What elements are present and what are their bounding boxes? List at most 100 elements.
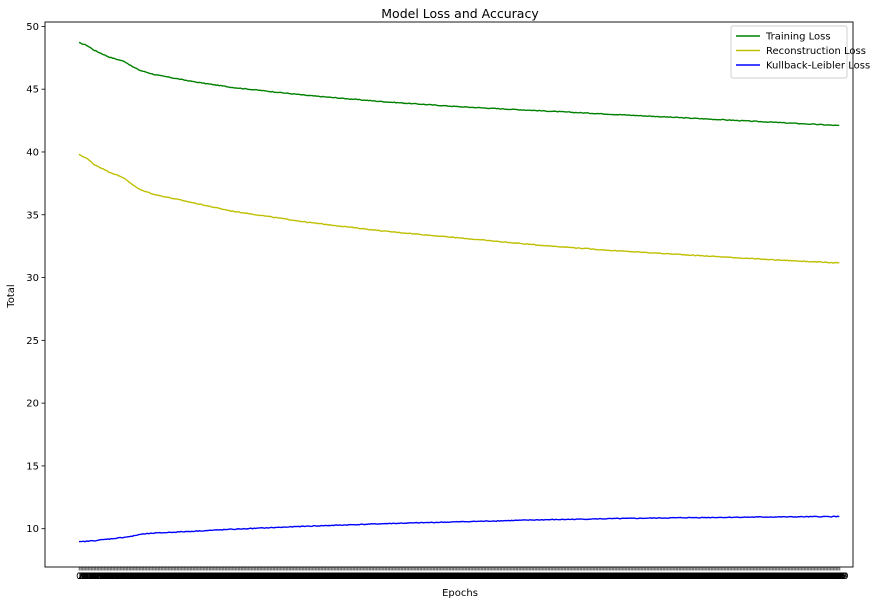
x-tick-label: 466	[425, 572, 442, 582]
x-tick-label: 932	[780, 572, 797, 582]
x-tick-label: 217	[236, 572, 253, 582]
x-tick-label: 873	[735, 572, 752, 582]
x-tick-label: 417	[388, 572, 405, 582]
x-tick-label: 377	[358, 572, 375, 582]
x-tick-label: 28	[95, 572, 107, 582]
x-tick-label: 715	[615, 572, 632, 582]
x-tick-label: 771	[658, 572, 675, 582]
x-tick-label: 577	[510, 572, 527, 582]
x-tick-label: 588	[518, 572, 535, 582]
x-tick-label: 454	[416, 572, 433, 582]
x-tick-label: 175	[204, 572, 221, 582]
x-tick-label: 918	[770, 572, 787, 582]
x-tick-label: 603	[530, 572, 547, 582]
x-tick-label: 5	[80, 572, 86, 582]
x-tick-label: 840	[710, 572, 727, 582]
x-tick-label: 814	[690, 572, 707, 582]
x-tick-label: 366	[349, 572, 366, 582]
x-tick-label: 298	[297, 572, 314, 582]
x-tick-label: 979	[816, 572, 833, 582]
x-tick-label: 93	[144, 572, 155, 582]
x-tick-label: 899	[755, 572, 772, 582]
x-tick-label: 128	[168, 572, 185, 582]
x-tick-label: 487	[441, 572, 458, 582]
x-tick-label: 867	[731, 572, 748, 582]
x-tick-label: 504	[454, 572, 471, 582]
x-tick-label: 839	[710, 572, 727, 582]
y-tick-label: 30	[26, 273, 39, 284]
x-tick-label: 59	[118, 572, 130, 582]
x-tick-label: 916	[768, 572, 785, 582]
x-tick-label: 84	[137, 572, 149, 582]
x-tick-label: 690	[596, 572, 613, 582]
x-tick-label: 934	[782, 572, 799, 582]
x-tick-label: 260	[268, 572, 285, 582]
x-tick-label: 860	[726, 572, 743, 582]
x-tick-label: 736	[631, 572, 648, 582]
x-tick-label: 746	[639, 572, 656, 582]
x-tick-label: 726	[623, 572, 640, 582]
x-tick-label: 91	[143, 572, 154, 582]
x-tick-label: 989	[824, 572, 841, 582]
x-tick-label: 414	[386, 572, 403, 582]
x-tick-label: 43	[106, 572, 117, 582]
x-tick-label: 235	[249, 572, 266, 582]
x-tick-label: 314	[310, 572, 327, 582]
x-tick-label: 178	[206, 572, 223, 582]
x-tick-label: 202	[224, 572, 241, 582]
x-tick-label: 835	[706, 572, 723, 582]
x-tick-label: 104	[150, 572, 167, 582]
x-tick-label: 303	[301, 572, 318, 582]
x-tick-label: 682	[590, 572, 607, 582]
x-tick-label: 669	[580, 572, 597, 582]
x-tick-label: 341	[330, 572, 347, 582]
x-tick-label: 824	[698, 572, 715, 582]
x-tick-label: 400	[375, 572, 392, 582]
x-tick-label: 94	[145, 572, 157, 582]
x-tick-label: 765	[653, 572, 670, 582]
plot-area	[45, 22, 853, 567]
x-tick-label: 401	[376, 572, 393, 582]
x-tick-label: 279	[283, 572, 300, 582]
x-tick-label: 208	[229, 572, 246, 582]
x-tick-label: 961	[802, 572, 819, 582]
x-tick-label: 852	[719, 572, 736, 582]
x-tick-label: 555	[493, 572, 510, 582]
x-tick-label: 679	[588, 572, 605, 582]
x-tick-label: 878	[739, 572, 756, 582]
x-tick-label: 199	[222, 572, 239, 582]
x-tick-label: 950	[794, 572, 811, 582]
x-tick-label: 185	[211, 572, 228, 582]
x-tick-label: 571	[505, 572, 522, 582]
x-tick-label: 809	[687, 572, 704, 582]
x-tick-label: 479	[435, 572, 452, 582]
x-tick-label: 662	[575, 572, 592, 582]
x-tick-label: 608	[534, 572, 551, 582]
x-tick-label: 619	[542, 572, 559, 582]
x-tick-label: 901	[757, 572, 774, 582]
x-tick-label: 752	[643, 572, 660, 582]
x-tick-label: 493	[446, 572, 463, 582]
x-tick-label: 75	[130, 572, 141, 582]
x-tick-label: 554	[492, 572, 509, 582]
x-tick-label: 441	[406, 572, 423, 582]
x-tick-label: 716	[616, 572, 633, 582]
x-tick-label: 232	[247, 572, 264, 582]
x-tick-label: 672	[582, 572, 599, 582]
x-tick-label: 77	[132, 572, 143, 582]
x-tick-label: 108	[153, 572, 170, 582]
axis-ticks: 1015202530354045500123456789101112131415…	[26, 22, 849, 582]
x-tick-label: 564	[500, 572, 517, 582]
x-tick-label: 927	[777, 572, 794, 582]
x-tick-label: 111	[155, 572, 172, 582]
x-tick-label: 363	[347, 572, 364, 582]
x-tick-label: 167	[198, 572, 215, 582]
x-tick-label: 635	[554, 572, 571, 582]
x-tick-label: 962	[803, 572, 820, 582]
x-tick-label: 659	[572, 572, 589, 582]
x-tick-label: 985	[821, 572, 838, 582]
x-tick-label: 971	[810, 572, 827, 582]
x-tick-label: 947	[792, 572, 809, 582]
x-tick-label: 806	[684, 572, 701, 582]
x-tick-label: 522	[468, 572, 485, 582]
